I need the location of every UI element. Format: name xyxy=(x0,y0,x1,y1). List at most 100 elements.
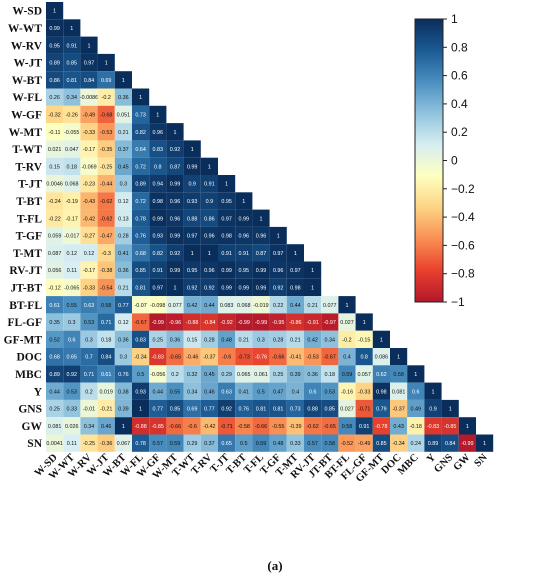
cell-value-label: 0.4 xyxy=(343,355,351,361)
heatmap-cell xyxy=(97,140,115,158)
heatmap-cell xyxy=(80,399,98,418)
heatmap-cell xyxy=(46,157,64,175)
row-label-gw: GW xyxy=(22,421,43,433)
colorbar-tick-label: −0.6 xyxy=(451,238,475,252)
heatmap-cell xyxy=(269,313,287,331)
heatmap-cell xyxy=(46,296,64,314)
heatmap-cell xyxy=(149,313,167,331)
heatmap-cell xyxy=(269,244,287,262)
cell-value-label: 0.91 xyxy=(204,182,215,188)
cell-value-label: 0.33 xyxy=(67,407,78,413)
heatmap-cell xyxy=(235,313,253,331)
cell-value-label: 0.53 xyxy=(84,320,95,326)
heatmap-cell xyxy=(458,434,476,452)
heatmap-cell xyxy=(355,417,373,435)
heatmap-cell xyxy=(114,175,132,193)
cell-value-label: 0.6 xyxy=(412,389,420,395)
heatmap-cell xyxy=(183,313,201,331)
heatmap-cell xyxy=(200,313,218,331)
cell-value-label: 0.29 xyxy=(221,372,232,378)
cell-value-label: 1 xyxy=(483,441,486,447)
heatmap-cell xyxy=(114,261,132,279)
cell-value-label: -0.23 xyxy=(83,182,95,188)
heatmap-cell xyxy=(218,417,236,435)
heatmap-cell xyxy=(149,123,167,141)
cell-value-label: 0.42 xyxy=(187,303,198,309)
cell-value-label: 0.64 xyxy=(135,147,146,153)
heatmap-cell xyxy=(235,192,253,210)
cell-value-label: 1 xyxy=(311,268,314,274)
cell-value-label: 0.3 xyxy=(85,337,93,343)
cell-value-label: 0.22 xyxy=(273,303,284,309)
heatmap-cell xyxy=(235,399,253,418)
heatmap-cell xyxy=(114,278,132,297)
cell-value-label: 0.9 xyxy=(206,199,214,205)
heatmap-cell xyxy=(46,278,64,297)
heatmap-cell xyxy=(372,399,390,418)
column-labels: W-SDW-WTW-RVW-JTW-BTW-FLW-GFW-MTT-WTT-RV… xyxy=(33,452,490,485)
colorbar-tick-label: 0.8 xyxy=(451,40,468,54)
cell-value-label: 0.98 xyxy=(221,234,232,240)
cell-value-label: 0.047 xyxy=(65,147,79,153)
heatmap-cell xyxy=(80,192,98,210)
cell-value-label: -0.43 xyxy=(83,199,95,205)
cell-value-label: -0.34 xyxy=(392,441,404,447)
heatmap-cell xyxy=(114,157,132,175)
heatmap-cell xyxy=(286,330,304,348)
heatmap-cell xyxy=(183,399,201,418)
cell-value-label: 0.85 xyxy=(170,407,181,413)
colorbar-tick-label: −0.8 xyxy=(451,267,475,281)
heatmap-cell xyxy=(218,399,236,418)
heatmap-cell xyxy=(80,123,98,141)
cell-value-label: -0.38 xyxy=(100,268,112,274)
heatmap-cell xyxy=(458,417,476,435)
heatmap-cell xyxy=(63,157,81,175)
heatmap-cell xyxy=(390,365,408,383)
cell-value-label: 0.077 xyxy=(323,303,337,309)
heatmap-cell xyxy=(80,36,98,54)
cell-value-label: 1 xyxy=(122,78,125,84)
heatmap-cell xyxy=(114,192,132,210)
column-label-sn: SN xyxy=(472,452,490,470)
cell-value-label: 0.89 xyxy=(49,372,60,378)
heatmap-cell xyxy=(235,244,253,262)
heatmap-cell xyxy=(321,313,339,331)
cell-value-label: 0.61 xyxy=(101,372,112,378)
heatmap-cell xyxy=(132,105,150,124)
heatmap-cell xyxy=(166,261,184,279)
heatmap-cell xyxy=(235,348,253,366)
cell-value-label: 0.37 xyxy=(118,147,129,153)
heatmap-cell xyxy=(63,434,81,452)
cell-value-label: 1 xyxy=(122,424,125,430)
cell-value-label: -0.33 xyxy=(358,389,370,395)
cell-value-label: -0.99 xyxy=(238,320,250,326)
heatmap-cell xyxy=(166,123,184,141)
cell-value-label: -0.62 xyxy=(100,199,112,205)
cell-value-label: 1 xyxy=(208,164,211,170)
heatmap-cells: 10.99 10.95 0.91 10.89 0.85 0.97 10.86 0.81 0.84… xyxy=(46,2,494,452)
row-label-mbc: MBC xyxy=(15,369,42,381)
cell-value-label: 0.97 xyxy=(290,268,301,274)
heatmap-cell xyxy=(321,382,339,400)
heatmap-cell xyxy=(80,157,98,175)
heatmap-cell xyxy=(97,123,115,141)
cell-value-label: -0.24 xyxy=(48,199,60,205)
cell-value-label: 0.85 xyxy=(376,441,387,447)
row-label-t-fl: T-FL xyxy=(17,213,42,225)
cell-value-label: -0.26 xyxy=(66,112,78,118)
heatmap-cell xyxy=(114,71,132,89)
heatmap-cell xyxy=(63,71,81,89)
heatmap-cell xyxy=(304,434,322,452)
heatmap-cell xyxy=(149,348,167,366)
heatmap-cell xyxy=(355,382,373,400)
heatmap-cell xyxy=(97,382,115,400)
heatmap-cell xyxy=(166,330,184,348)
heatmap-cell xyxy=(183,365,201,383)
cell-value-label: 0.0046 xyxy=(46,182,63,188)
cell-value-label: 0.99 xyxy=(256,268,267,274)
heatmap-cell xyxy=(424,382,442,400)
cell-value-label: -0.6 xyxy=(188,424,197,430)
cell-value-label: -0.71 xyxy=(220,424,232,430)
cell-value-label: 0.92 xyxy=(273,285,284,291)
